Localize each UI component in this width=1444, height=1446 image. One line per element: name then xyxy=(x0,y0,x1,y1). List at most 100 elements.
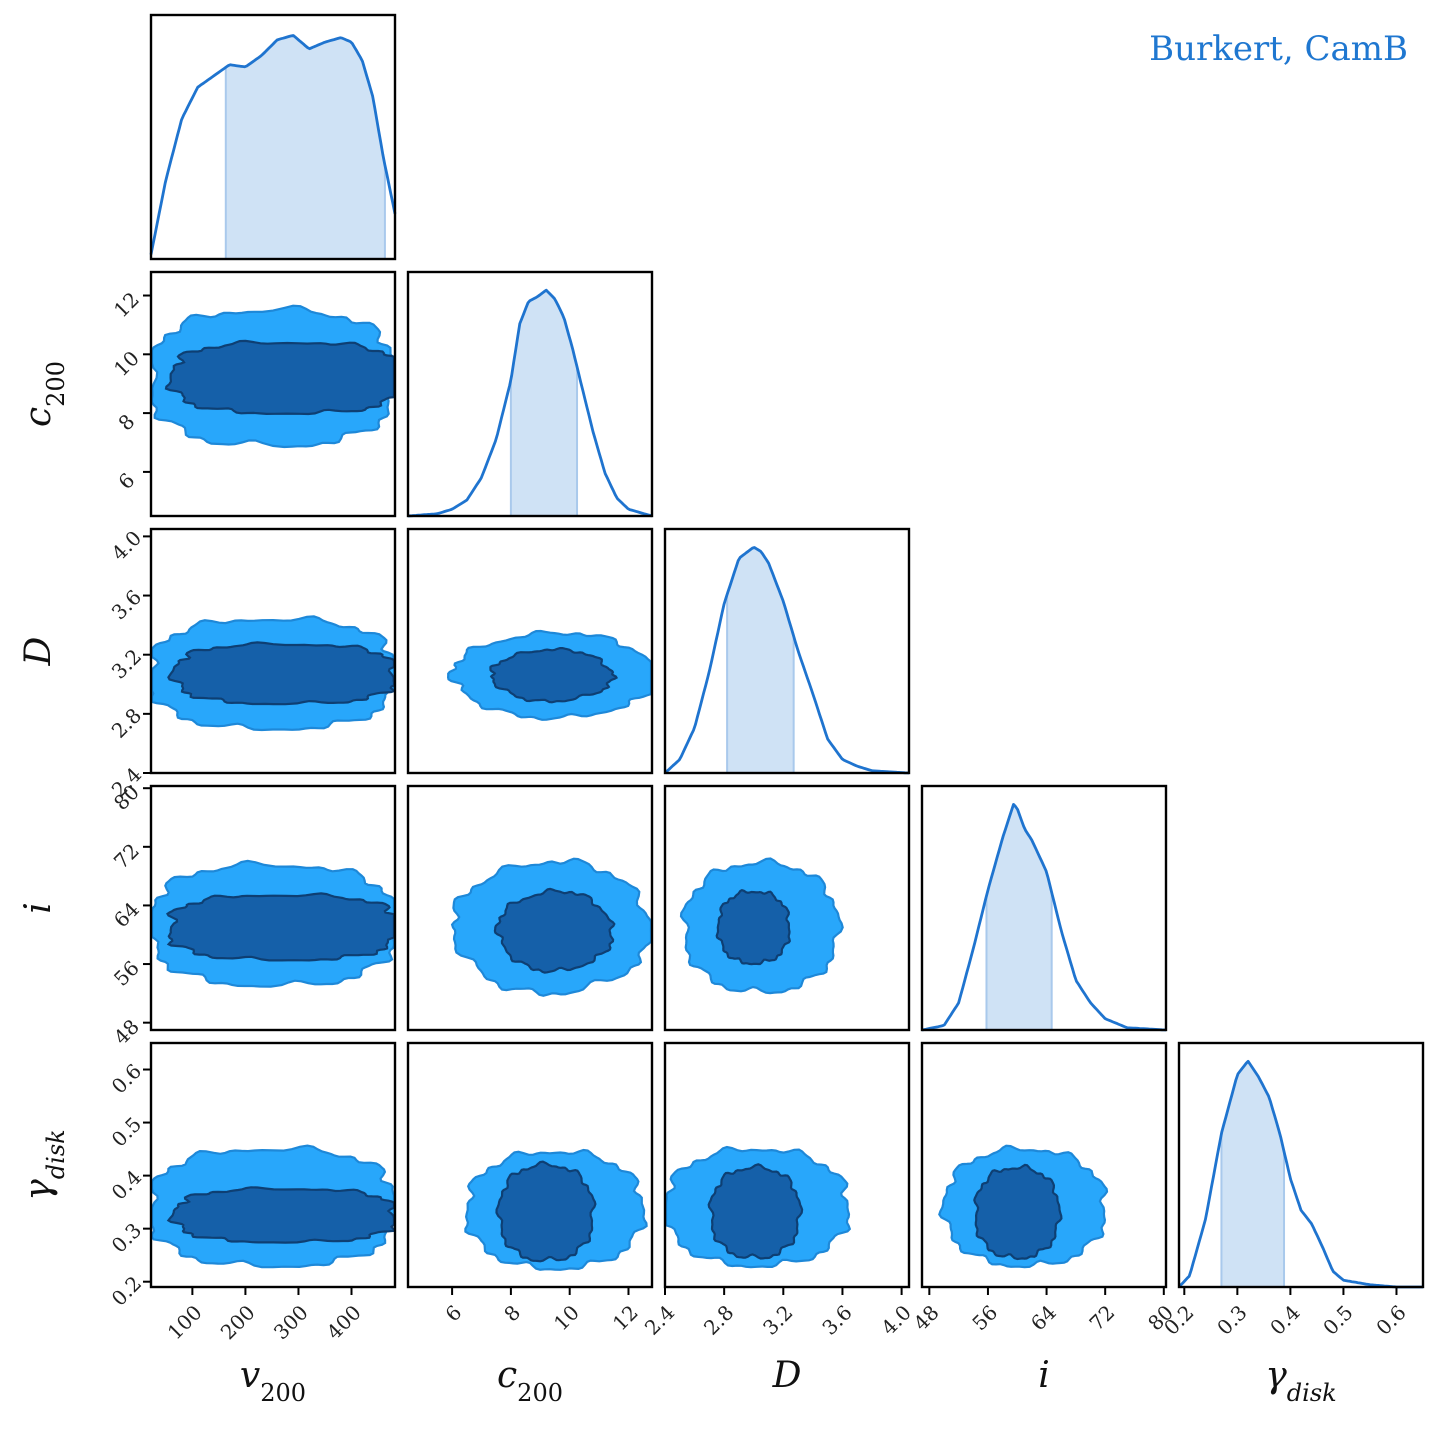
y-tick-label-c200: 12 xyxy=(109,287,144,322)
x-tick-label-D: 3.6 xyxy=(817,1300,856,1339)
panel-frame-3-0 xyxy=(149,784,397,1032)
x-tick-label-c200: 6 xyxy=(440,1300,466,1326)
y-tick-label-i: 56 xyxy=(109,956,144,991)
x-tick-label-gdisk: 0.4 xyxy=(1265,1300,1304,1339)
y-axis-label-i: i xyxy=(18,902,59,914)
inner-contour xyxy=(493,887,616,974)
hdi-fill-gdisk xyxy=(1221,1061,1284,1287)
hdi-fill-D xyxy=(727,547,794,773)
inner-contour xyxy=(973,1163,1063,1261)
y-tick-label-gdisk: 0.2 xyxy=(107,1271,146,1310)
density-curve-D xyxy=(664,546,910,775)
panel-frame-0-0 xyxy=(149,13,397,261)
x-tick-label-v200: 100 xyxy=(163,1300,207,1344)
x-axis-label-subscript: 200 xyxy=(517,1379,563,1407)
panel-frame-1-1 xyxy=(406,270,654,518)
panel-frame-3-2 xyxy=(663,784,911,1032)
marginal-i xyxy=(921,803,1167,1032)
y-axis-label-c200: c200 xyxy=(18,361,70,427)
y-tick-label-gdisk: 0.6 xyxy=(107,1059,146,1098)
x-tick-label-D: 3.2 xyxy=(758,1300,797,1339)
x-tick-label-D: 2.8 xyxy=(699,1300,738,1339)
x-tick-label-i: 48 xyxy=(909,1300,944,1335)
panel-frame-4-3 xyxy=(920,1041,1168,1289)
x-tick-label-gdisk: 0.3 xyxy=(1212,1300,1251,1339)
contour-v200-i xyxy=(150,859,396,988)
y-tick-label-D: 3.2 xyxy=(107,644,146,683)
x-axis-label-gdisk: γdisk xyxy=(1265,1355,1336,1407)
y-axis-label-subscript: disk xyxy=(42,1129,70,1179)
density-curve-v200 xyxy=(149,34,397,255)
y-tick-label-gdisk: 0.3 xyxy=(107,1218,146,1257)
x-axis-label-v200: v200 xyxy=(240,1355,306,1407)
x-tick-label-gdisk: 0.5 xyxy=(1318,1300,1357,1339)
marginal-gdisk xyxy=(1177,1059,1423,1289)
x-tick-label-c200: 12 xyxy=(608,1300,643,1335)
y-axis-label-gdisk: γdisk xyxy=(18,1129,70,1200)
x-tick-label-D: 2.4 xyxy=(640,1300,679,1339)
hdi-fill-v200 xyxy=(225,35,385,259)
density-curve-c200 xyxy=(407,288,653,518)
x-tick-label-v200: 200 xyxy=(216,1300,260,1344)
density-curve-gdisk xyxy=(1177,1059,1423,1289)
x-tick-label-v200: 300 xyxy=(269,1300,313,1344)
y-axis-label-subscript: 200 xyxy=(42,361,70,407)
x-axis-label-D: D xyxy=(772,1355,802,1396)
legend-label: Burkert, CamB xyxy=(1149,29,1408,69)
panel-frame-2-0 xyxy=(149,527,397,775)
y-tick-label-gdisk: 0.4 xyxy=(107,1165,146,1204)
contour-c200-gdisk xyxy=(464,1148,648,1271)
panel-frame-4-2 xyxy=(663,1041,911,1289)
y-tick-label-D: 2.8 xyxy=(107,703,146,742)
contour-i-gdisk xyxy=(938,1144,1109,1269)
x-tick-label-c200: 10 xyxy=(549,1300,584,1335)
y-tick-label-c200: 10 xyxy=(109,346,144,381)
panel-frame-1-0 xyxy=(149,270,397,518)
inner-contour xyxy=(164,339,396,416)
panel-frame-3-3 xyxy=(920,784,1168,1032)
x-axis-label-c200: c200 xyxy=(497,1355,563,1407)
hdi-fill-c200 xyxy=(510,290,577,516)
x-tick-label-i: 56 xyxy=(967,1300,1002,1335)
y-tick-label-c200: 8 xyxy=(113,409,139,435)
contour-D-gdisk xyxy=(664,1145,852,1269)
inner-contour xyxy=(489,647,618,704)
marginal-v200 xyxy=(149,34,397,259)
x-axis-label-i: i xyxy=(1038,1355,1050,1396)
x-tick-label-c200: 8 xyxy=(499,1300,525,1326)
x-tick-label-v200: 400 xyxy=(322,1300,366,1344)
marginal-D xyxy=(664,546,910,775)
x-axis-label-subscript: disk xyxy=(1287,1379,1337,1407)
panel-frame-3-1 xyxy=(406,784,654,1032)
panel-frame-4-1 xyxy=(406,1041,654,1289)
x-tick-label-i: 64 xyxy=(1026,1300,1061,1335)
contour-v200-D xyxy=(150,615,396,732)
contour-v200-c200 xyxy=(150,304,396,449)
hdi-fill-i xyxy=(986,804,1052,1030)
panel-frame-2-1 xyxy=(406,527,654,775)
density-curve-i xyxy=(921,803,1167,1032)
x-tick-label-gdisk: 0.6 xyxy=(1371,1300,1410,1339)
panel-frame-4-0 xyxy=(149,1041,397,1289)
panel-frame-4-4 xyxy=(1177,1041,1425,1289)
y-tick-label-i: 48 xyxy=(109,1014,144,1049)
inner-contour xyxy=(495,1160,597,1263)
marginal-c200 xyxy=(407,288,653,518)
y-tick-label-c200: 6 xyxy=(113,468,139,494)
y-tick-label-D: 4.0 xyxy=(107,526,146,565)
panel-frame-2-2 xyxy=(663,527,911,775)
y-tick-label-i: 64 xyxy=(109,897,144,932)
contour-D-i xyxy=(679,857,844,995)
contour-v200-gdisk xyxy=(150,1144,396,1269)
y-tick-label-gdisk: 0.5 xyxy=(107,1112,146,1151)
contour-c200-D xyxy=(446,629,653,721)
x-axis-label-subscript: 200 xyxy=(260,1379,306,1407)
inner-contour xyxy=(707,1163,804,1260)
x-tick-label-i: 72 xyxy=(1085,1300,1120,1335)
inner-contour xyxy=(167,641,396,706)
inner-contour xyxy=(715,889,791,966)
y-axis-label-D: D xyxy=(18,636,59,666)
y-tick-label-D: 3.6 xyxy=(107,585,146,624)
inner-contour xyxy=(166,892,396,962)
